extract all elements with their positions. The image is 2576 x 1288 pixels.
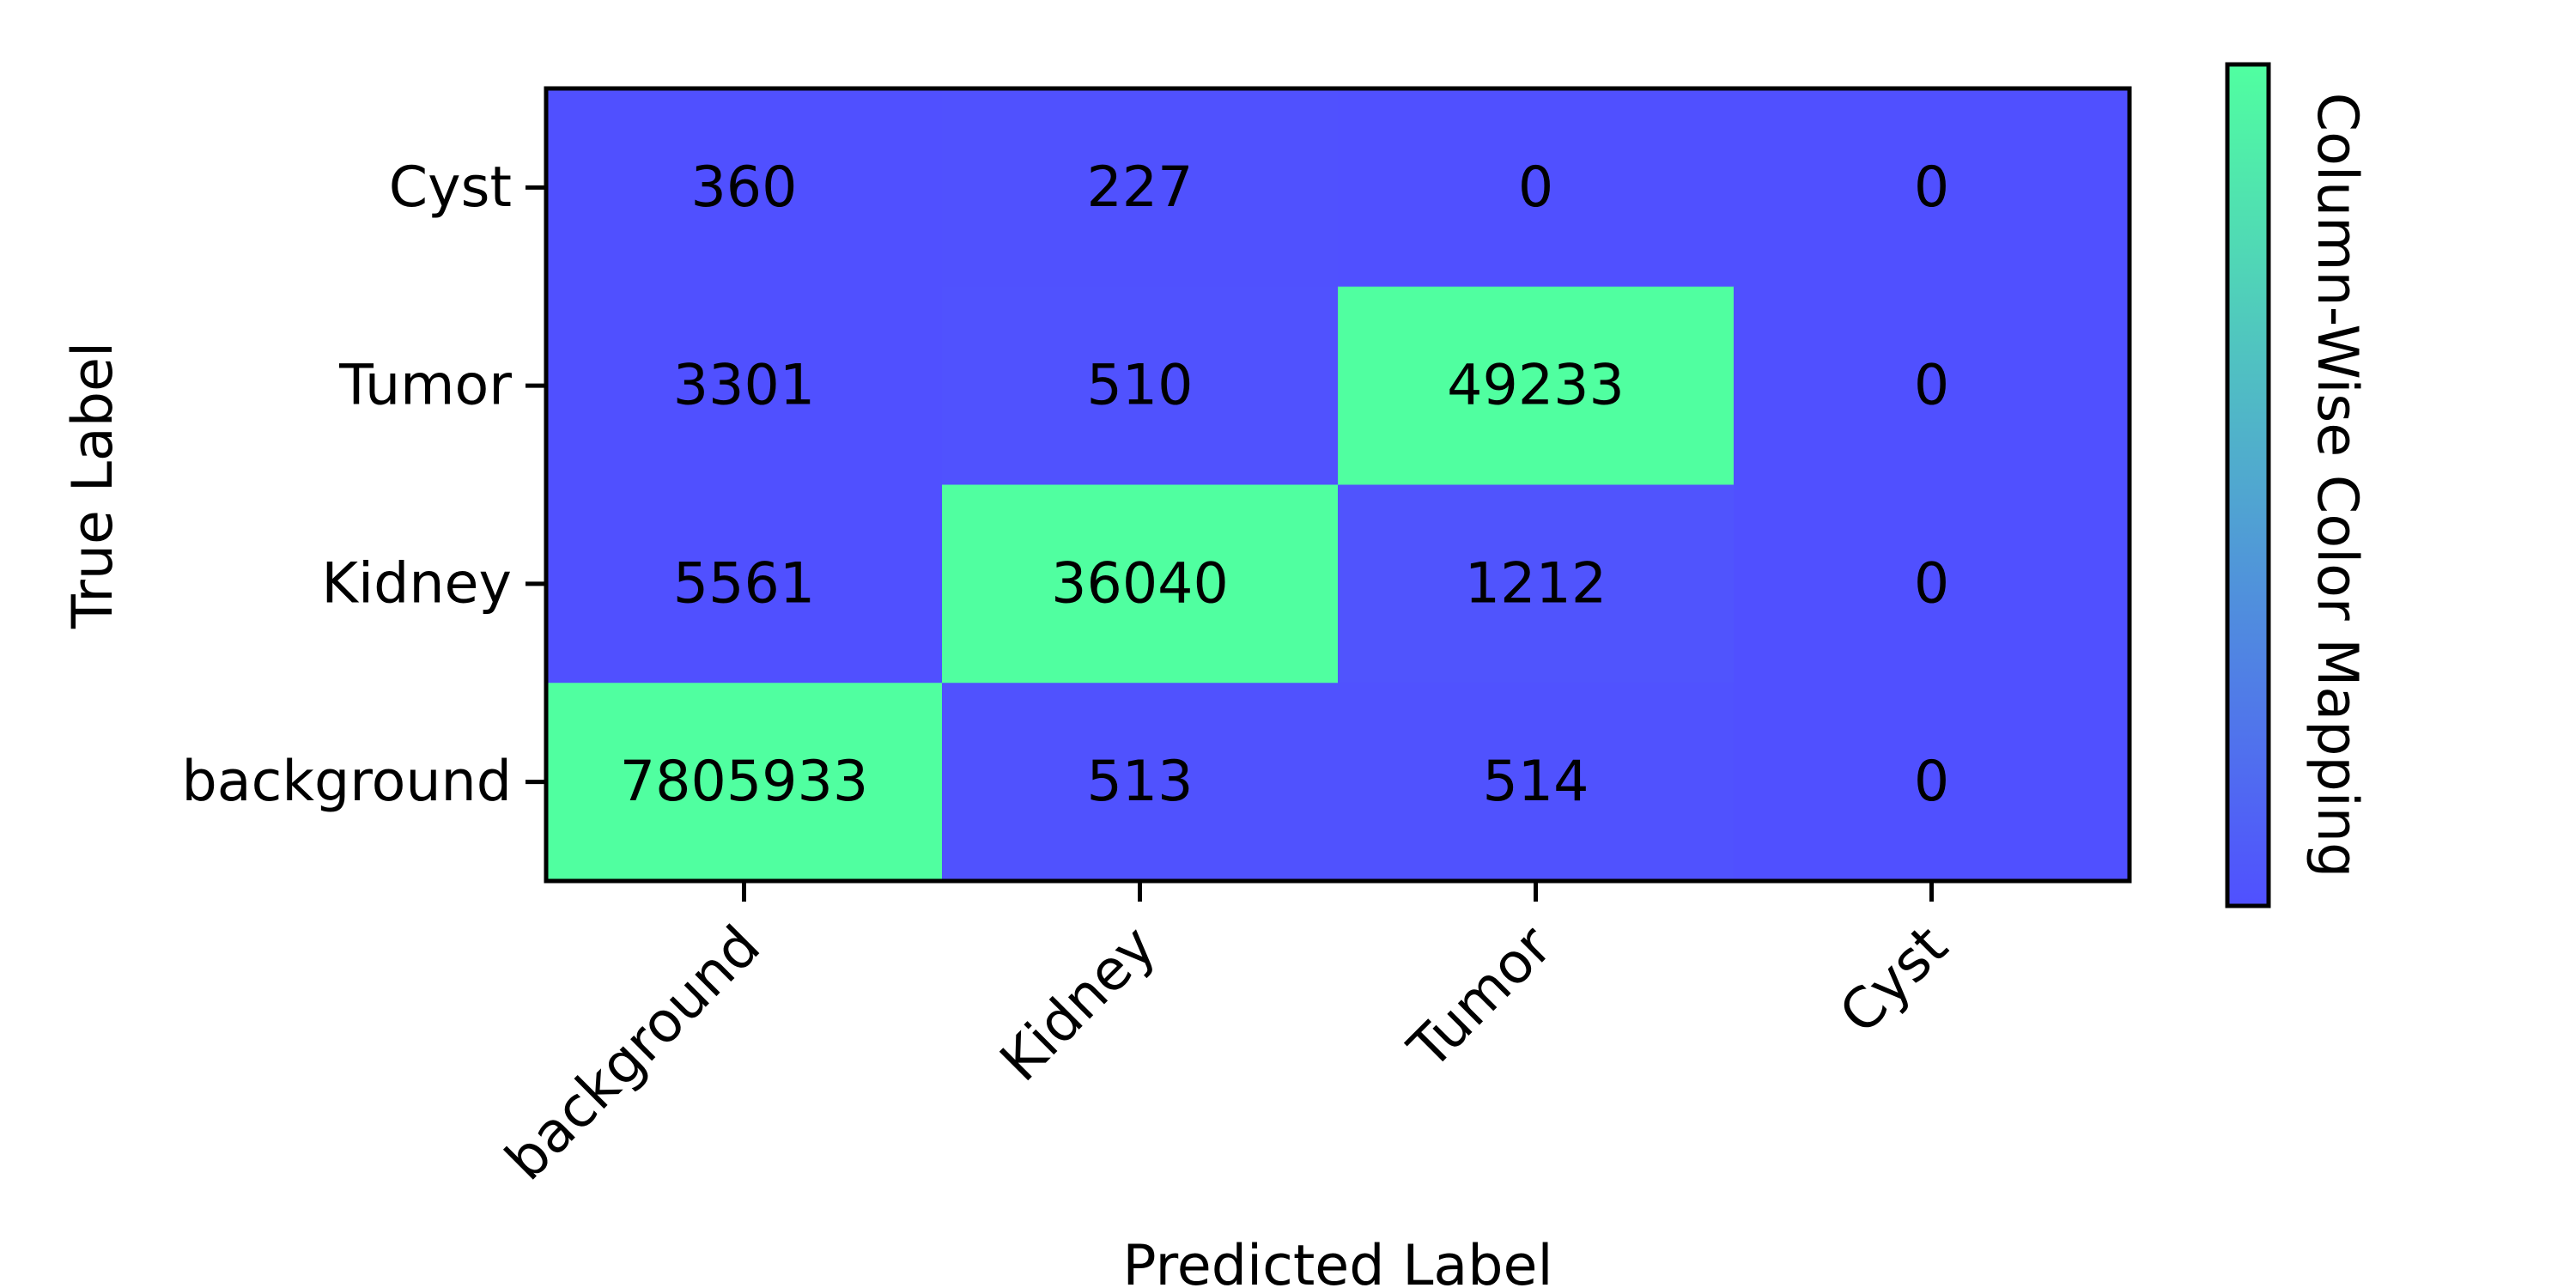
heatmap-cell: [546, 88, 943, 288]
plot-frame: [544, 86, 2132, 884]
cell-value-labels: 360 227 0 0 3301 510 49233 0 5561 36040 1212 0 78059…: [620, 155, 1949, 814]
heatmap-cell: [546, 683, 943, 882]
colorbar: [2225, 62, 2271, 908]
heatmap-cell: [546, 286, 943, 485]
x-tick-label: Kidney: [988, 914, 1169, 1094]
heatmap-cell: [942, 88, 1339, 288]
heatmap-cell: [1734, 286, 2130, 485]
x-tick-label: Tumor: [1396, 914, 1564, 1082]
cell-value-label: 510: [1086, 354, 1193, 418]
cell-value-label: 7805933: [620, 750, 869, 814]
heatmap-cell: [1734, 88, 2130, 288]
heatmap-cell: [546, 484, 943, 683]
y-tick-label: background: [182, 750, 512, 814]
cell-value-label: 0: [1914, 354, 1949, 418]
cell-value-label: 360: [690, 155, 797, 220]
y-axis-title: True Label: [61, 342, 125, 629]
cell-value-label: 49233: [1447, 354, 1625, 418]
cell-value-label: 514: [1482, 750, 1589, 814]
cell-value-label: 227: [1086, 155, 1193, 220]
heatmap-cells: [546, 88, 2130, 882]
cell-value-label: 3301: [673, 354, 815, 418]
x-tick-label: background: [494, 914, 773, 1193]
cell-value-label: 5561: [673, 551, 815, 616]
heatmap-cell: [942, 683, 1339, 882]
cell-value-label: 36040: [1051, 551, 1229, 616]
y-tick-label: Cyst: [389, 155, 512, 220]
heatmap-cell: [1338, 88, 1735, 288]
heatmap-cell: [942, 484, 1339, 683]
cell-value-label: 0: [1914, 551, 1949, 616]
y-tick-label: Tumor: [338, 354, 512, 418]
heatmap-cell: [1338, 286, 1735, 485]
cell-value-label: 513: [1086, 750, 1193, 814]
cell-value-label: 1212: [1465, 551, 1607, 616]
colorbar-label: Column-Wise Color Mapping: [2305, 93, 2369, 878]
cell-value-label: 0: [1914, 155, 1949, 220]
heatmap-cell: [1734, 484, 2130, 683]
heatmap-cell: [1734, 683, 2130, 882]
cell-value-label: 0: [1518, 155, 1553, 220]
y-tick-label: Kidney: [321, 551, 512, 616]
heatmap-cell: [1338, 683, 1735, 882]
heatmap-cell: [1338, 484, 1735, 683]
cell-value-label: 0: [1914, 750, 1949, 814]
x-axis-title: Predicted Label: [1122, 1234, 1552, 1288]
x-tick-label: Cyst: [1828, 914, 1960, 1046]
heatmap-cell: [942, 286, 1339, 485]
